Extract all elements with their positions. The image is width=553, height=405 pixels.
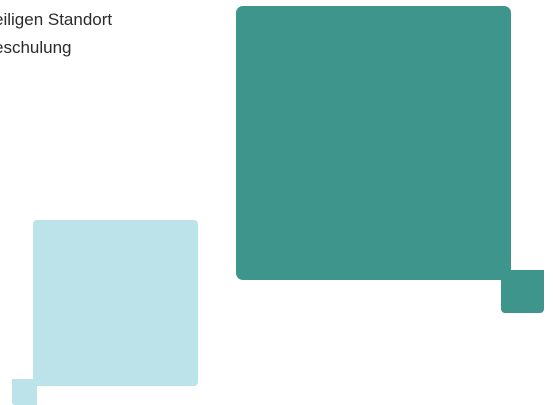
teal-corner-tab-shape bbox=[501, 270, 544, 313]
text-fragment: eiligen Standort eschulung bbox=[0, 6, 112, 62]
text-line-location: eiligen Standort bbox=[0, 10, 113, 29]
light-blue-corner-tab-shape bbox=[12, 379, 37, 405]
light-blue-square-shape bbox=[33, 220, 198, 386]
teal-square-shape bbox=[236, 6, 511, 280]
text-line-training: eschulung bbox=[0, 38, 72, 57]
